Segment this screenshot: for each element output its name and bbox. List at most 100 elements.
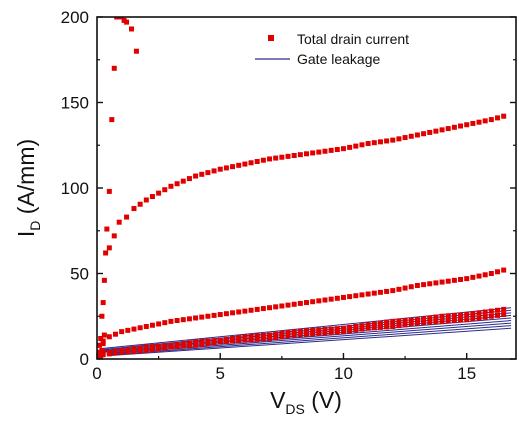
drain-current-point xyxy=(495,312,501,318)
drain-current-point xyxy=(501,267,507,273)
drain-current-point xyxy=(124,19,130,25)
drain-current-point xyxy=(470,316,476,322)
drain-current-point xyxy=(322,330,328,336)
drain-current-point xyxy=(230,338,236,344)
drain-current-point xyxy=(427,281,433,287)
drain-current-point xyxy=(156,346,162,352)
drain-current-point xyxy=(445,313,451,319)
drain-current-point xyxy=(199,314,205,320)
drain-current-point xyxy=(445,278,451,284)
drain-current-point xyxy=(458,317,464,323)
drain-current-point xyxy=(402,285,408,291)
drain-current-point xyxy=(223,165,229,171)
x-tick-label: 0 xyxy=(92,364,101,383)
drain-current-point xyxy=(248,337,254,343)
drain-current-point xyxy=(98,335,104,341)
drain-current-point xyxy=(377,320,383,326)
drain-current-point xyxy=(433,319,439,325)
drain-current-point xyxy=(156,190,162,196)
drain-current-point xyxy=(106,334,112,340)
drain-current-point xyxy=(476,119,482,125)
drain-current-point xyxy=(267,335,273,341)
drain-current-point xyxy=(408,317,414,323)
drain-current-point xyxy=(445,318,451,324)
legend: Total drain current Gate leakage xyxy=(255,31,409,67)
drain-current-point xyxy=(162,320,168,326)
drain-current-point xyxy=(211,340,217,346)
drain-current-point xyxy=(236,162,242,168)
drain-current-point xyxy=(242,308,248,314)
drain-current-point xyxy=(143,197,149,203)
drain-current-point xyxy=(285,302,291,308)
drain-current-point xyxy=(365,291,371,297)
drain-current-point xyxy=(396,318,402,324)
drain-current-point xyxy=(223,311,229,317)
drain-current-point xyxy=(433,128,439,134)
drain-current-point xyxy=(365,325,371,331)
drain-current-point xyxy=(180,317,186,323)
drain-current-point xyxy=(402,318,408,324)
drain-current-point xyxy=(162,345,168,351)
drain-current-point xyxy=(168,318,174,324)
drain-current-point xyxy=(482,314,488,320)
drain-current-point xyxy=(334,295,340,301)
drain-current-point xyxy=(377,289,383,295)
y-tick-label: 200 xyxy=(61,8,89,27)
drain-current-point xyxy=(464,317,470,323)
drain-current-point xyxy=(211,312,217,318)
drain-current-point xyxy=(359,142,365,148)
y-tick-label: 150 xyxy=(61,94,89,113)
drain-current-point xyxy=(488,308,494,314)
x-tick-label: 15 xyxy=(457,364,476,383)
drain-current-point xyxy=(316,298,322,304)
drain-current-point xyxy=(482,118,488,124)
drain-current-point xyxy=(100,300,106,306)
drain-current-point xyxy=(482,309,488,315)
drain-current-point xyxy=(304,300,309,306)
drain-current-point xyxy=(193,315,199,321)
drain-current-point xyxy=(414,317,420,323)
drain-current-point xyxy=(230,310,236,316)
drain-current-point xyxy=(439,313,445,319)
drain-current-point xyxy=(458,276,464,282)
drain-current-point xyxy=(186,316,192,322)
drain-current-point xyxy=(101,277,107,283)
drain-current-point xyxy=(328,326,334,332)
drain-current-point xyxy=(125,327,131,333)
drain-current-point xyxy=(334,326,340,332)
drain-current-point xyxy=(156,321,162,327)
drain-current-point xyxy=(101,332,107,338)
drain-current-point xyxy=(133,48,139,54)
drain-current-point xyxy=(316,330,322,336)
drain-current-point xyxy=(371,290,377,296)
drain-current-point xyxy=(365,322,371,328)
drain-current-point xyxy=(476,310,482,316)
drain-current-point xyxy=(427,319,433,325)
gate-leakage-line xyxy=(109,327,512,357)
drain-current-point xyxy=(390,324,396,330)
drain-current-point xyxy=(482,272,488,278)
drain-current-point xyxy=(205,338,211,344)
drain-current-point xyxy=(230,164,236,170)
drain-current-point xyxy=(162,187,168,193)
drain-current-point xyxy=(451,277,457,283)
drain-current-point xyxy=(310,299,316,305)
drain-current-point xyxy=(390,318,396,324)
drain-current-point xyxy=(205,313,211,319)
y-axis-label-main: I xyxy=(13,231,39,237)
drain-current-point xyxy=(199,341,205,347)
drain-current-point xyxy=(156,343,162,349)
drain-current-point xyxy=(347,324,353,330)
y-axis-label-sub: D xyxy=(27,221,43,231)
drain-current-point xyxy=(254,158,260,164)
drain-current-point xyxy=(439,279,445,285)
drain-current-point xyxy=(260,306,266,312)
drain-current-point xyxy=(106,188,112,194)
drain-current-point xyxy=(131,326,137,332)
legend-marker-drain xyxy=(268,35,274,41)
drain-current-point xyxy=(347,294,353,300)
drain-current-point xyxy=(396,323,402,329)
drain-current-point xyxy=(304,328,309,334)
drain-current-point xyxy=(285,329,291,335)
drain-current-point xyxy=(149,194,155,200)
